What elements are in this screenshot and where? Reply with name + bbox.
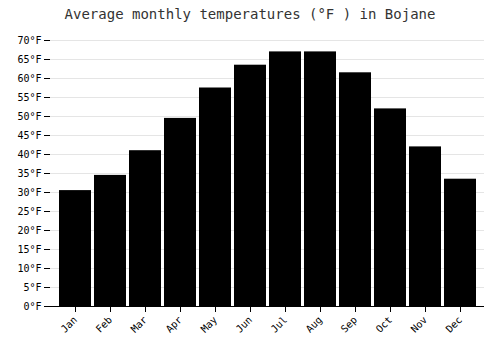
svg-text:10°F: 10°F	[17, 263, 41, 274]
svg-text:Aug: Aug	[304, 314, 325, 335]
svg-text:5°F: 5°F	[23, 282, 41, 293]
svg-text:Jun: Jun	[234, 314, 255, 335]
svg-text:65°F: 65°F	[17, 54, 41, 65]
svg-text:30°F: 30°F	[17, 187, 41, 198]
svg-text:20°F: 20°F	[17, 225, 41, 236]
svg-text:60°F: 60°F	[17, 73, 41, 84]
svg-text:25°F: 25°F	[17, 206, 41, 217]
svg-text:55°F: 55°F	[17, 92, 41, 103]
svg-text:15°F: 15°F	[17, 244, 41, 255]
svg-text:Dec: Dec	[444, 314, 465, 335]
html-text:Average monthly temperatures (: Average monthly temperatures (°F ) in Bo…	[64, 6, 436, 22]
svg-text:Mar: Mar	[129, 314, 150, 335]
svg-text:Sep: Sep	[339, 314, 360, 335]
svg-text:40°F: 40°F	[17, 149, 41, 160]
svg-text:Apr: Apr	[164, 314, 185, 335]
svg-text:0°F: 0°F	[23, 301, 41, 312]
svg-text:45°F: 45°F	[17, 130, 41, 141]
svg-text:May: May	[199, 314, 220, 335]
svg-text:Jan: Jan	[59, 314, 80, 335]
svg-text:Feb: Feb	[94, 314, 115, 335]
svg-text:70°F: 70°F	[17, 35, 41, 46]
svg-text:50°F: 50°F	[17, 111, 41, 122]
svg-text:Nov: Nov	[409, 314, 430, 335]
svg-text:Jul: Jul	[269, 314, 290, 335]
svg-text:35°F: 35°F	[17, 168, 41, 179]
svg-text:Oct: Oct	[374, 314, 395, 335]
